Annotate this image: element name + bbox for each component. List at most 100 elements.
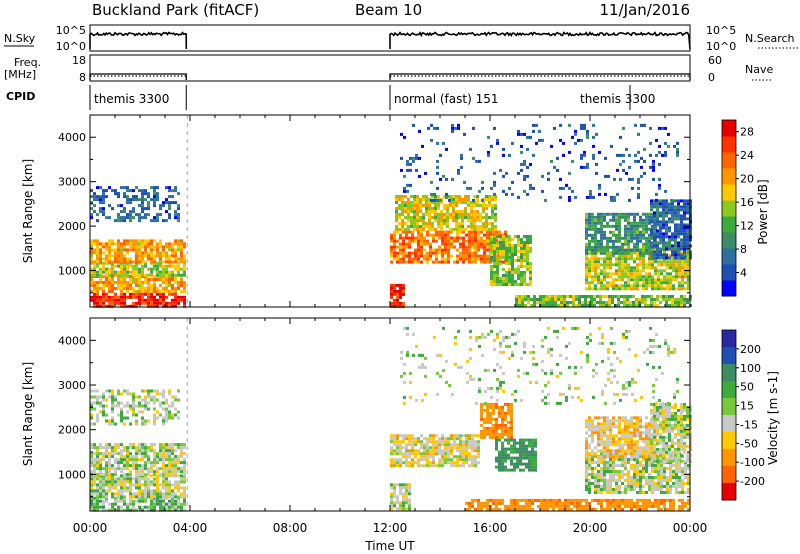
heatmap-cell [456,257,459,261]
heatmap-cell [672,260,675,264]
heatmap-cell [534,462,537,466]
heatmap-cell [597,215,600,219]
heatmap-cell [399,486,402,490]
heatmap-cell [585,281,588,285]
heatmap-cell [681,263,684,267]
heatmap-cell [567,501,570,505]
heatmap-cell [615,482,618,485]
heatmap-cell [111,248,114,252]
heatmap-cell [129,295,132,299]
heatmap-cell [465,233,468,237]
heatmap-cell [429,248,432,252]
heatmap-cell [99,443,102,447]
heatmap-cell [399,507,402,511]
heatmap-cell [96,486,99,490]
heatmap-cell [564,501,567,505]
heatmap-cell [402,483,405,487]
heatmap-cell [111,389,114,393]
heatmap-cell [483,408,486,412]
heatmap-cell [631,186,634,190]
heatmap-cell [99,464,102,468]
heatmap-cell [656,247,659,251]
heatmap-cell [583,153,586,157]
heatmap-cell [621,260,624,264]
heatmap-cell [534,456,537,460]
heatmap-cell [129,470,132,474]
heatmap-cell [645,266,648,270]
heatmap-cell [96,461,99,465]
heatmap-cell [180,273,183,277]
heatmap-cell [162,395,165,399]
heatmap-cell [499,283,502,286]
heatmap-cell [444,437,447,441]
heatmap-cell [645,281,648,285]
heatmap-cell [531,507,534,511]
heatmap-cell [537,498,540,502]
heatmap-cell [618,479,621,482]
heatmap-cell [441,464,444,468]
heatmap-cell [645,501,648,505]
heatmap-cell [183,254,186,258]
heatmap-cell [677,232,680,236]
heatmap-cell [114,295,117,299]
heatmap-cell [621,269,624,273]
heatmap-cell [591,473,594,476]
heatmap-cell [645,215,648,219]
heatmap-cell [554,298,557,301]
heatmap-cell [390,464,393,468]
heatmap-cell [165,290,168,293]
heatmap-cell [450,458,453,462]
heatmap-cell [120,216,123,220]
heatmap-cell [612,245,615,249]
heatmap-cell [480,504,483,508]
heatmap-cell [123,389,126,393]
heatmap-cell [668,295,671,298]
heatmap-cell [162,467,165,471]
heatmap-cell [93,467,96,471]
heatmap-cell [514,283,517,286]
heatmap-cell [417,440,420,444]
heatmap-cell [671,205,674,209]
heatmap-cell [526,174,529,178]
heatmap-cell [111,287,114,290]
heatmap-cell [120,251,123,255]
heatmap-cell [141,404,144,408]
heatmap-cell [508,153,511,157]
heatmap-cell [552,501,555,505]
heatmap-cell [511,253,514,256]
heatmap-cell [598,186,601,190]
heatmap-cell [90,464,93,468]
heatmap-cell [662,211,665,215]
heatmap-cell [650,199,653,203]
heatmap-cell [615,504,618,508]
heatmap-cell [486,429,489,433]
heatmap-cell [93,446,96,450]
heatmap-cell [390,286,393,290]
heatmap-cell [168,404,171,408]
heatmap-cell [669,281,672,285]
heatmap-cell [609,464,612,467]
heatmap-cell [615,245,618,249]
heatmap-cell [498,432,501,436]
heatmap-cell [615,251,618,255]
heatmap-cell [600,287,603,291]
heatmap-cell [492,411,495,415]
heatmap-cell [398,213,401,216]
heatmap-cell [165,198,168,202]
heatmap-cell [108,251,111,255]
heatmap-cell [480,260,483,264]
heatmap-cell [162,251,165,255]
heatmap-cell [111,290,114,293]
heatmap-cell [126,458,129,462]
heatmap-cell [588,452,591,455]
heatmap-cell [656,250,659,254]
heatmap-cell [138,251,141,255]
heatmap-cell [493,241,496,244]
heatmap-cell [643,123,646,127]
heatmap-cell [120,499,123,503]
heatmap-cell [111,267,114,271]
heatmap-cell [141,508,144,512]
heatmap-cell [138,443,141,447]
heatmap-cell [108,502,111,506]
heatmap-cell [645,461,648,464]
